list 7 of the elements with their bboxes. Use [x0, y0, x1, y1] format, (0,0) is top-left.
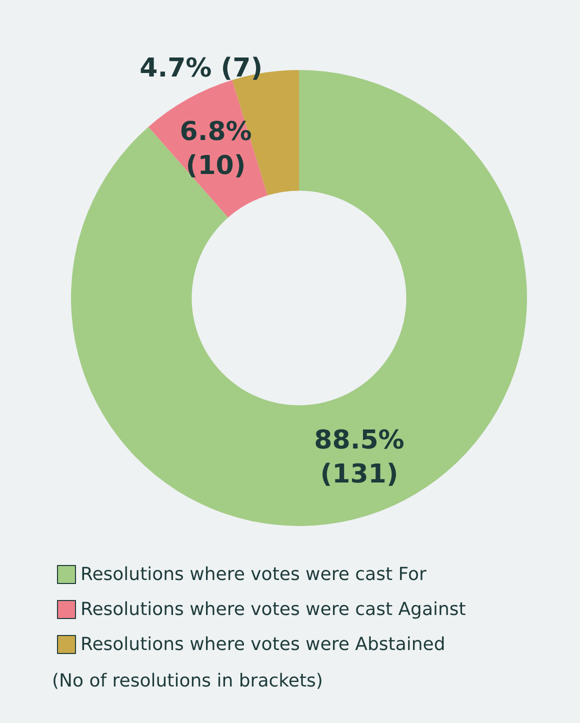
data-label: 88.5% (131) [314, 426, 404, 490]
text: (No of resolutions in brackets) [52, 670, 323, 692]
data-label: 6.8% (10) [180, 117, 252, 182]
legend-label: Resolutions where votes were Abstained [80, 634, 446, 655]
legend-label: Resolutions where votes were cast For [80, 564, 427, 585]
legend-label: Resolutions where votes were cast Against [80, 599, 466, 620]
data-label: 4.7% (7) [140, 54, 263, 84]
